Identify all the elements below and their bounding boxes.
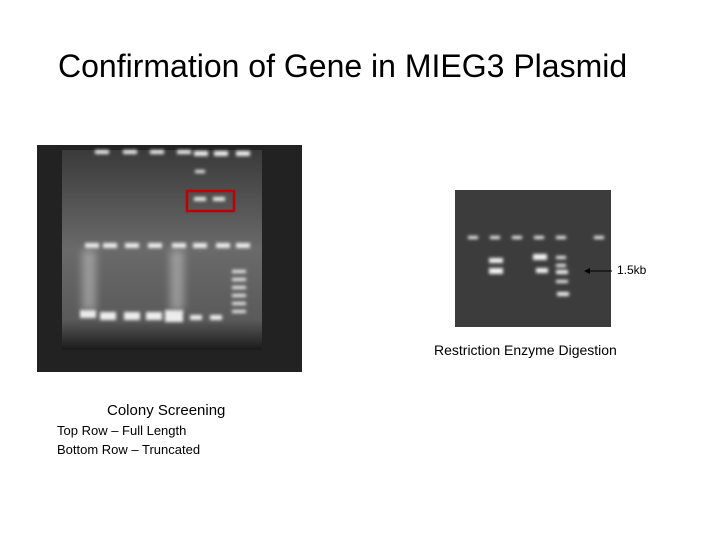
colony-screening-gel: [37, 145, 302, 372]
figure-note: Top Row – Full Length: [57, 423, 187, 438]
figure-caption: Colony Screening: [107, 402, 226, 419]
size-marker-label: 1.5kb: [617, 263, 647, 277]
restriction-digest-gel: [455, 190, 612, 327]
figure-caption: Restriction Enzyme Digestion: [434, 342, 617, 358]
figure-note: Bottom Row – Truncated: [57, 442, 201, 457]
slide-title: Confirmation of Gene in MIEG3 Plasmid: [58, 48, 628, 84]
